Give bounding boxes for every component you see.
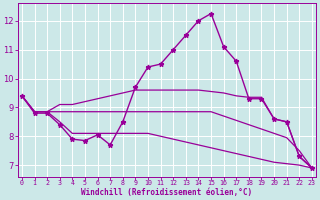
X-axis label: Windchill (Refroidissement éolien,°C): Windchill (Refroidissement éolien,°C) xyxy=(81,188,252,197)
